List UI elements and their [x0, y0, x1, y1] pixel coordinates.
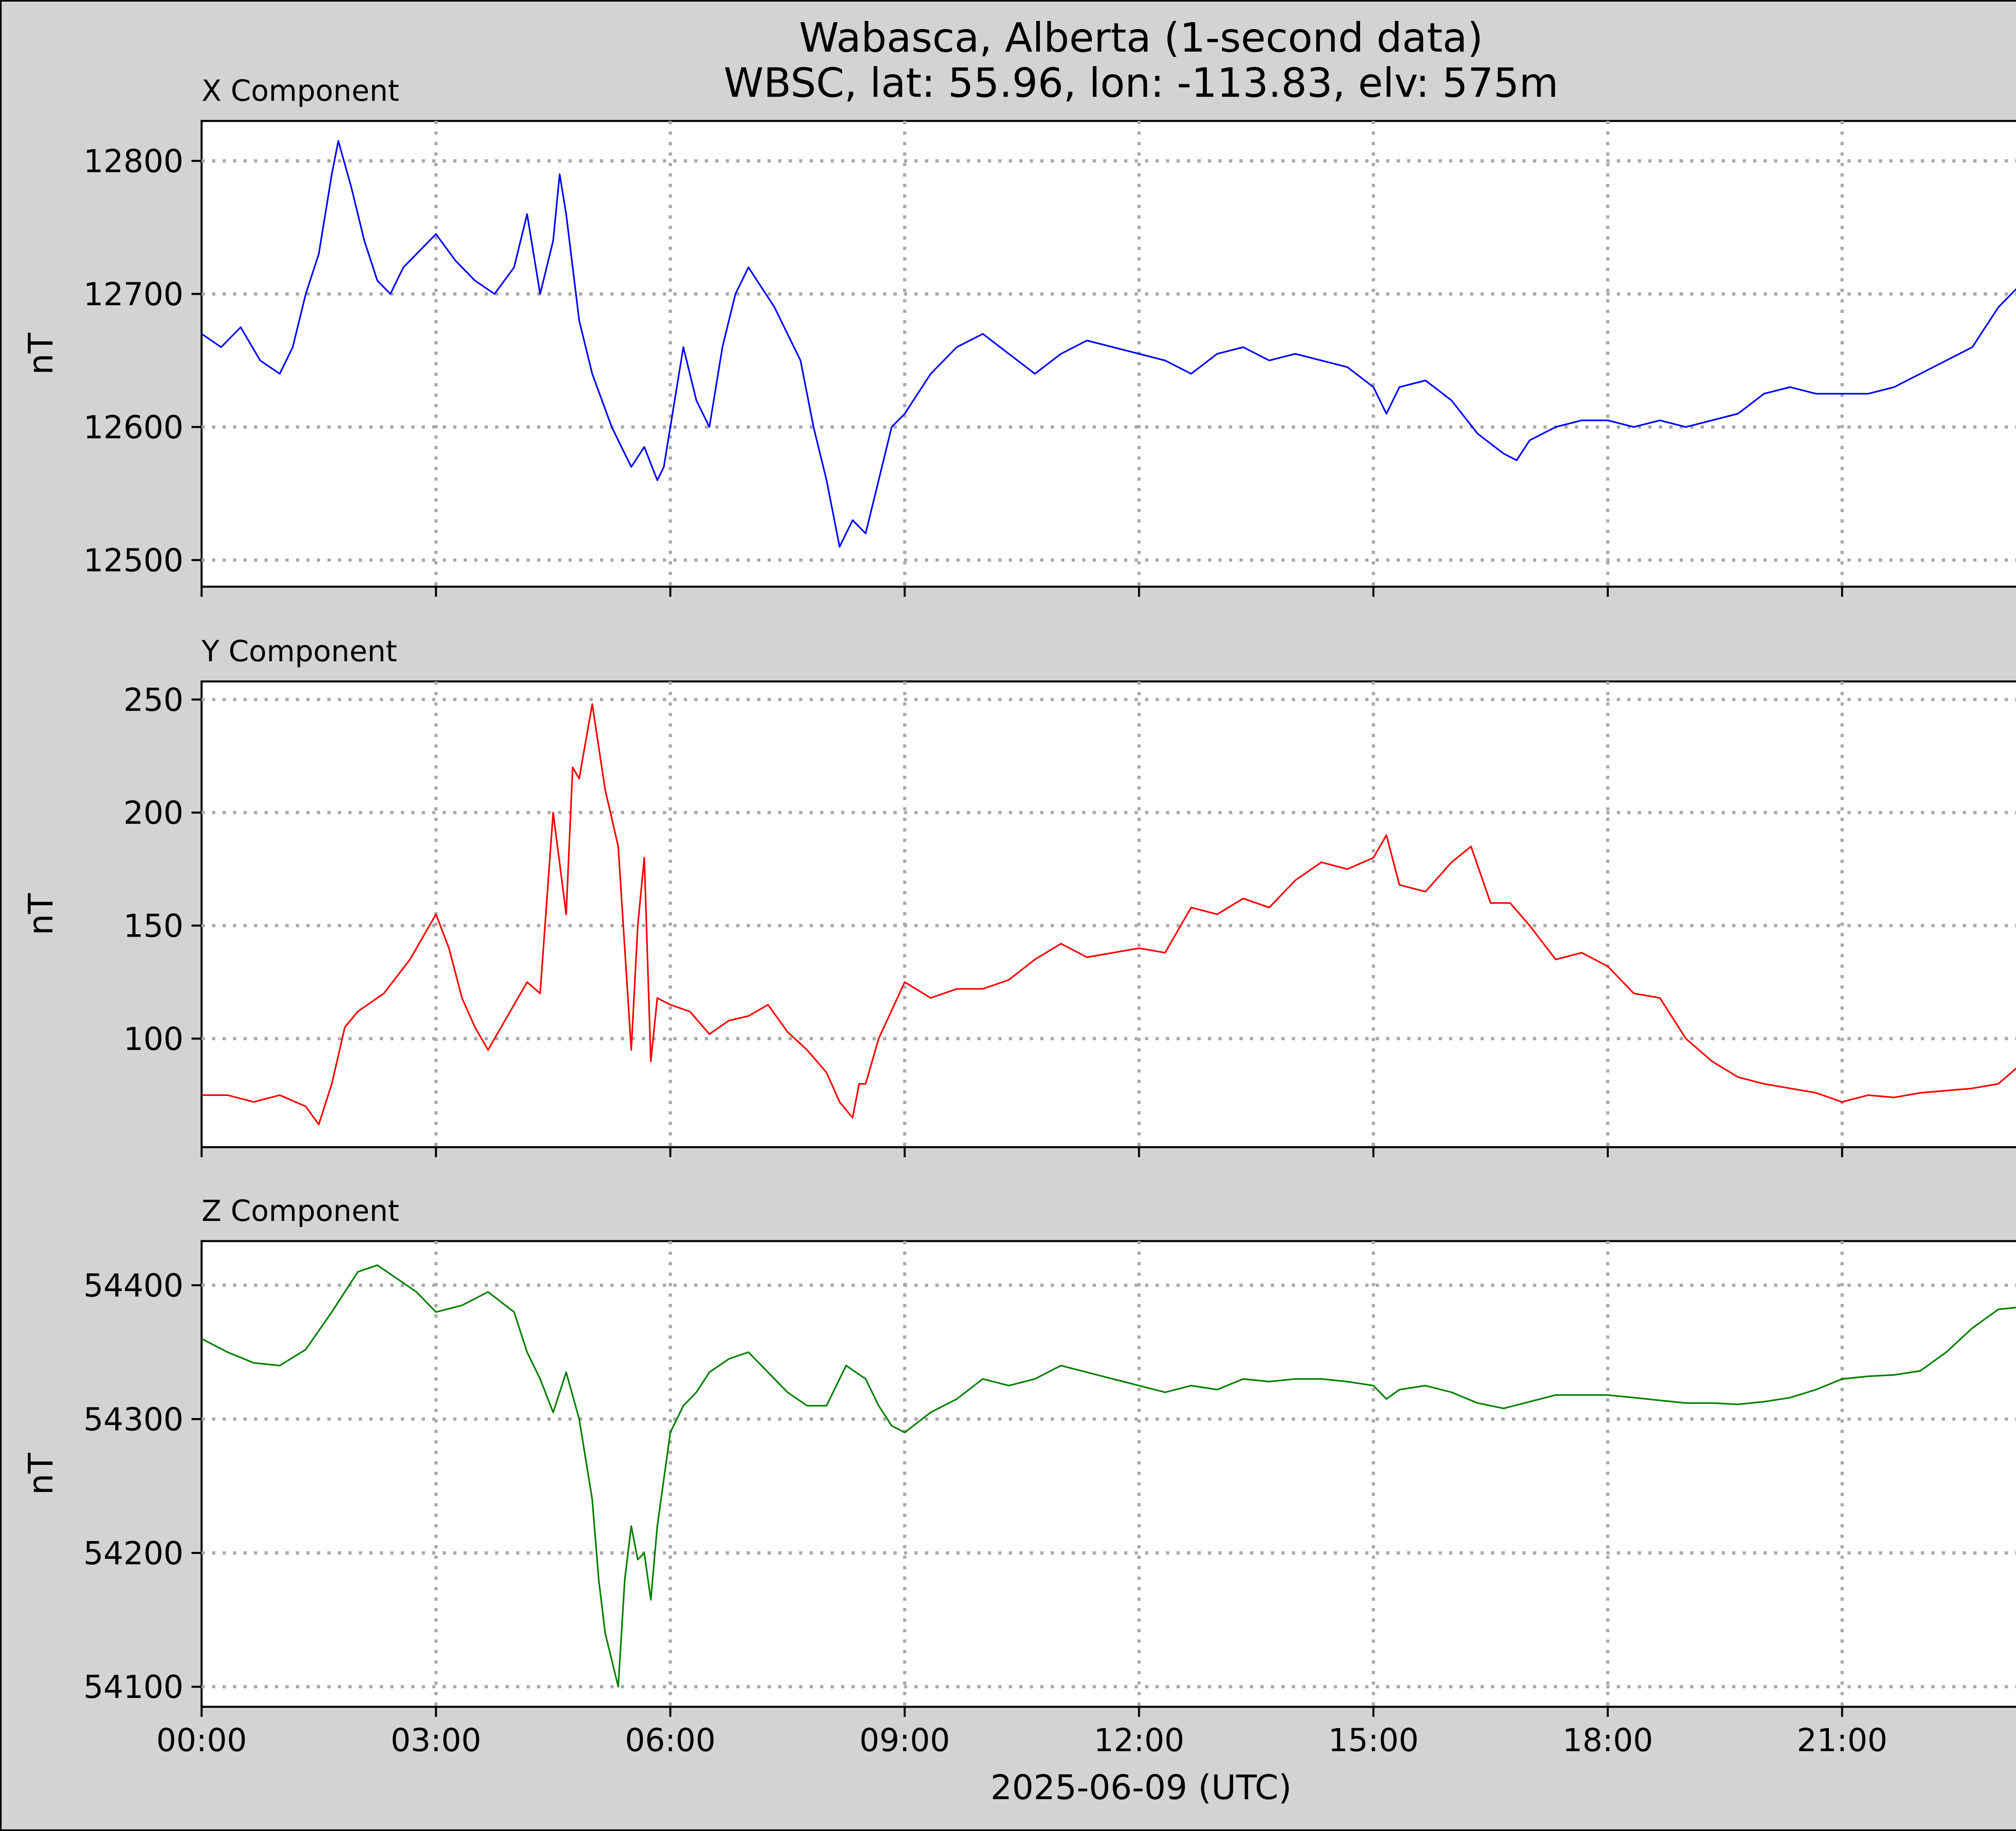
y-tick-label: 12700 — [83, 277, 183, 313]
y-tick-label: 54200 — [83, 1535, 183, 1572]
plot-area — [200, 120, 2016, 588]
y-tick-label: 12800 — [83, 144, 183, 180]
y-tick-label: 150 — [123, 908, 183, 945]
plot-area — [200, 1240, 2016, 1708]
panel-title: X Component — [202, 74, 399, 108]
panel-1: X Component nT 12500 12600 12700 12800 — [21, 74, 2016, 597]
panel-3: Z Component nT 00:00 03:00 06:00 09:00 12:00 15… — [21, 1194, 2016, 1759]
y-tick-label: 12500 — [83, 543, 183, 579]
y-tick-label: 54300 — [83, 1402, 183, 1438]
panel-title: Z Component — [202, 1194, 399, 1228]
y-tick-label: 54400 — [83, 1268, 183, 1304]
plot-area — [200, 680, 2016, 1148]
panel-2: Y Component nT 100 150 200 250 — [21, 634, 2016, 1157]
y-axis-label: nT — [21, 1453, 60, 1495]
y-axis-label: nT — [21, 893, 60, 935]
x-tick-label: 12:00 — [1094, 1723, 1185, 1759]
y-axis-label: nT — [21, 333, 60, 375]
y-tick-label: 250 — [123, 682, 183, 719]
figure-title-line2: WBSC, lat: 55.96, lon: -113.83, elv: 575… — [724, 59, 1558, 106]
panel-title: Y Component — [201, 634, 397, 668]
x-tick-label: 00:00 — [156, 1723, 247, 1759]
x-tick-label: 09:00 — [859, 1723, 950, 1759]
figure-title-line1: Wabasca, Alberta (1-second data) — [799, 14, 1483, 61]
y-tick-label: 200 — [123, 795, 183, 831]
x-tick-label: 06:00 — [625, 1723, 716, 1759]
x-tick-label: 21:00 — [1797, 1723, 1887, 1759]
series-line — [201, 1264, 2016, 1688]
x-tick-label: 18:00 — [1562, 1723, 1653, 1759]
x-tick-label: 03:00 — [391, 1723, 481, 1759]
panels: X Component nT 12500 12600 12700 12800 Y Compo… — [21, 74, 2016, 1759]
y-tick-label: 12600 — [83, 410, 183, 446]
x-tick-label: 15:00 — [1328, 1723, 1419, 1759]
x-axis-label: 2025-06-09 (UTC) — [991, 1768, 1292, 1807]
y-tick-label: 100 — [123, 1021, 183, 1058]
series-line — [202, 703, 2016, 1125]
y-tick-label: 54100 — [83, 1669, 183, 1706]
series-line — [201, 140, 2016, 548]
